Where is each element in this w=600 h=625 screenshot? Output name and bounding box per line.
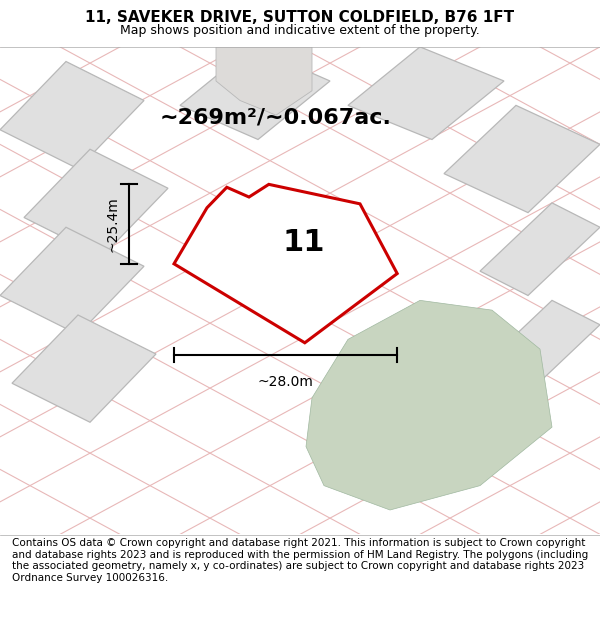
Text: ~25.4m: ~25.4m [105,196,119,252]
Polygon shape [480,301,600,393]
Polygon shape [174,184,397,342]
Polygon shape [180,47,330,139]
Polygon shape [0,228,144,334]
Text: ~269m²/~0.067ac.: ~269m²/~0.067ac. [160,107,392,127]
Text: ~28.0m: ~28.0m [257,376,314,389]
Polygon shape [306,301,552,510]
Text: Contains OS data © Crown copyright and database right 2021. This information is : Contains OS data © Crown copyright and d… [12,538,588,582]
Text: Map shows position and indicative extent of the property.: Map shows position and indicative extent… [120,24,480,36]
Polygon shape [24,149,168,256]
Polygon shape [444,106,600,212]
Text: 11, SAVEKER DRIVE, SUTTON COLDFIELD, B76 1FT: 11, SAVEKER DRIVE, SUTTON COLDFIELD, B76… [85,10,515,25]
Polygon shape [216,47,312,115]
Polygon shape [0,61,144,169]
Text: 11: 11 [282,228,325,257]
Polygon shape [12,315,156,422]
Polygon shape [480,203,600,296]
Polygon shape [348,47,504,139]
